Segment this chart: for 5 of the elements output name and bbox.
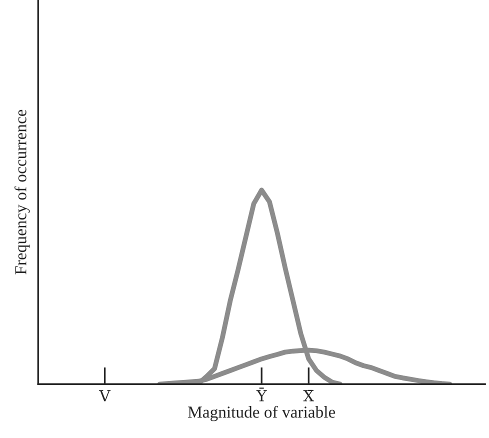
x-tick-label: X̄ [303,390,314,402]
x-axis-title: Magnitude of variable [188,406,336,422]
x-tick-label: Ȳ [256,388,267,402]
x-tick-label: V [99,390,111,402]
y-axis-title: Frequency of occurrence [14,110,30,274]
